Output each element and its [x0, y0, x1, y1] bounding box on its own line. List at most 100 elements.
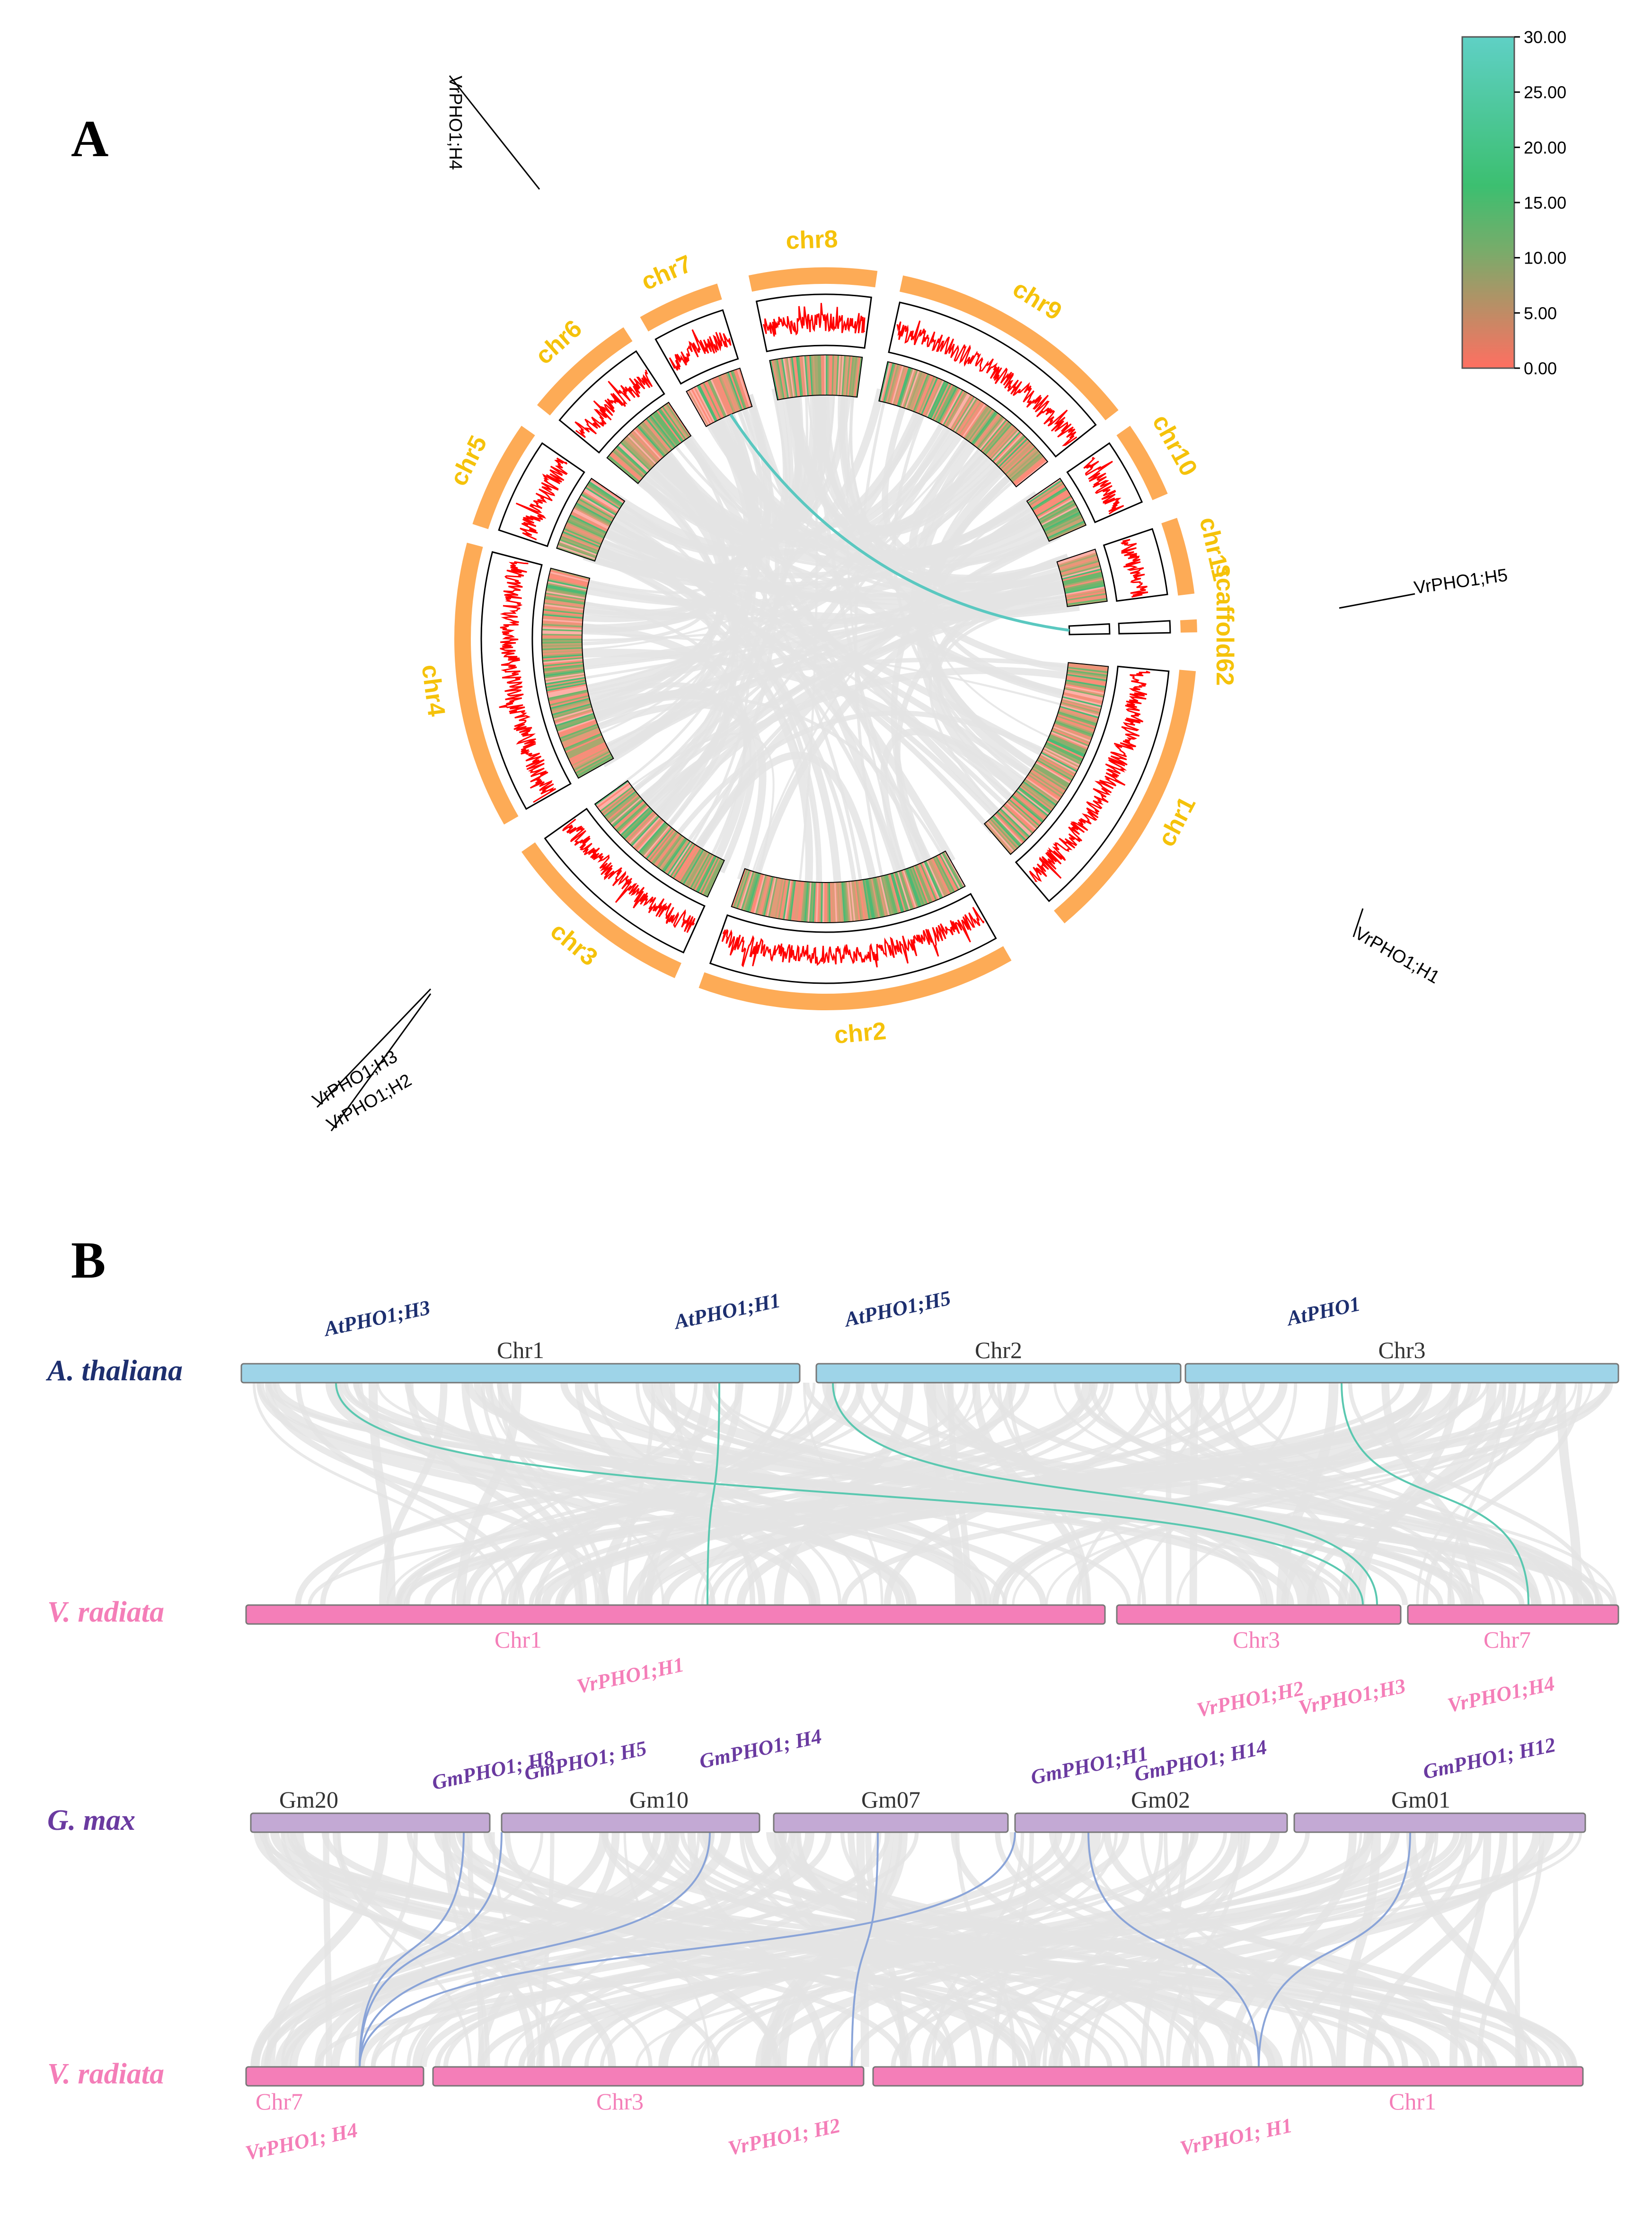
heat-cell [779, 358, 788, 398]
chromosome-band-chr2 [698, 946, 1012, 1011]
heat-cell [663, 838, 688, 873]
heat-cell [695, 855, 716, 892]
heat-cell [898, 368, 912, 407]
heat-cell [922, 378, 940, 416]
heat-cell [619, 442, 650, 472]
heat-cell [839, 355, 843, 396]
heat-cell [768, 877, 778, 918]
heat-cell [627, 812, 657, 843]
heat-cell [824, 355, 826, 396]
heat-cell [559, 723, 598, 740]
heat-box-chr8 [769, 354, 863, 401]
heat-cell [922, 862, 940, 900]
density-line-chr9 [896, 320, 1078, 446]
heat-cell [614, 447, 646, 476]
syntenic-link [1556, 1382, 1582, 1606]
panel-b-letter: B [71, 1231, 106, 1289]
heat-cell [631, 431, 660, 462]
chromosome-label-top: Gm10 [629, 1786, 689, 1813]
heat-cell [916, 865, 933, 903]
heat-cell [1059, 708, 1098, 722]
heat-cell [828, 882, 831, 923]
heat-cell [1066, 675, 1107, 683]
heat-cell [549, 573, 589, 584]
heat-cell [1048, 736, 1086, 755]
syntenic-link [871, 1382, 1603, 1606]
heat-cell [1049, 734, 1087, 752]
heat-cell [799, 356, 805, 397]
legend-tick-label: 30.00 [1524, 27, 1566, 47]
heat-cell [564, 734, 602, 752]
heat-cell [542, 630, 583, 633]
heat-cell [543, 665, 584, 672]
heat-cell [805, 882, 810, 922]
heat-cell [1033, 489, 1069, 512]
heat-cell [656, 410, 682, 443]
syntenic-link [586, 395, 769, 732]
heat-cell [1000, 807, 1031, 837]
heat-cell [834, 355, 838, 396]
heat-cell [807, 355, 812, 396]
heat-cell [562, 730, 601, 747]
heat-cell [974, 414, 1001, 447]
heat-cell [802, 882, 807, 922]
heat-cell [679, 847, 702, 883]
heat-cell [1035, 494, 1071, 516]
heat-cell [774, 359, 784, 399]
heat-cell [819, 882, 822, 923]
heat-cell [839, 882, 844, 923]
syntenic-link [1281, 1382, 1547, 1606]
gene-label-top: GmPHO1; H4 [697, 1725, 823, 1774]
heat-cell [708, 379, 727, 417]
syntenic-link [1406, 1832, 1528, 2067]
heat-cell [936, 855, 957, 892]
heat-cell [792, 881, 799, 921]
heat-cell [1068, 667, 1108, 673]
syntenic-link [635, 1832, 1582, 2067]
heat-cell [627, 434, 657, 465]
heat-cell [901, 369, 915, 408]
heat-cell [706, 859, 724, 897]
heat-cell [586, 485, 621, 509]
heat-cell [970, 410, 996, 444]
heat-cell [676, 846, 699, 882]
heat-cell [704, 859, 723, 897]
heat-cell [781, 879, 789, 920]
heat-cell [546, 680, 586, 688]
heat-cell [673, 845, 697, 880]
heat-cell [1031, 485, 1066, 509]
heat-cell [1046, 741, 1083, 761]
heat-cell [971, 411, 997, 445]
heat-cell [1000, 441, 1031, 470]
heat-cell [811, 355, 815, 396]
heat-cell [632, 817, 661, 848]
heat-cell [1052, 727, 1090, 744]
heat-cell [804, 882, 809, 922]
heat-cell [1036, 759, 1073, 781]
heat-cell [574, 506, 610, 527]
heat-cell [575, 502, 612, 523]
chromosome-band-chr9 [899, 275, 1119, 421]
heat-cell [831, 355, 835, 396]
heat-cell [1042, 748, 1080, 768]
heat-cell [859, 880, 867, 920]
legend-tick-label: 20.00 [1524, 138, 1566, 157]
gene-label: VrPHO1;H1 [1352, 923, 1443, 988]
heat-cell [935, 856, 955, 893]
heat-cell [721, 374, 738, 413]
heat-cell [666, 403, 690, 438]
heat-cell [557, 719, 597, 735]
heat-cell [823, 882, 826, 923]
chromosome-bar-bottom [1407, 1604, 1619, 1625]
syntenic-link [254, 1832, 1026, 2067]
heat-cell [1031, 486, 1067, 510]
heat-cell [546, 585, 587, 595]
heat-cell [1035, 762, 1071, 784]
heat-cell [650, 415, 676, 448]
heat-cell [560, 537, 599, 553]
heat-cell [1063, 575, 1103, 586]
heat-cell [923, 379, 942, 416]
species-label-top: A. thaliana [45, 1355, 183, 1387]
heat-cell [1042, 749, 1079, 769]
heat-cell [791, 357, 798, 397]
